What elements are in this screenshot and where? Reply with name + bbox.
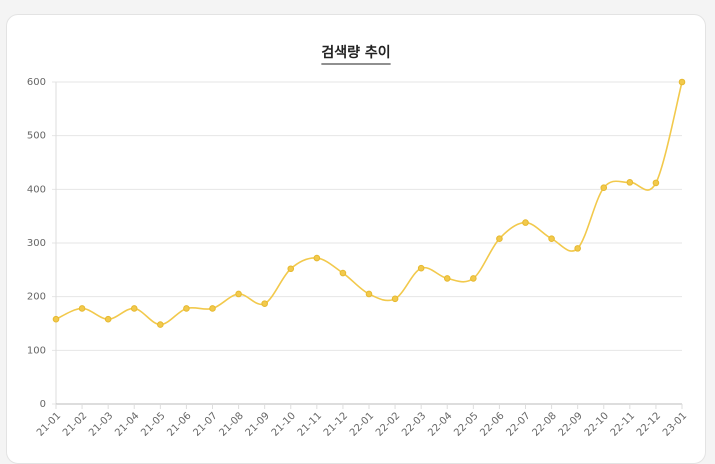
point (496, 235, 503, 243)
y-tick-label: 300 (27, 238, 46, 249)
point (678, 78, 686, 86)
x-tick-label: 21-01 (35, 410, 63, 438)
chart: 검색량 추이 010020030040050060021-0121-0221-0… (27, 44, 689, 439)
x-tick-label: 21-11 (296, 410, 324, 438)
x-tick-label: 22-05 (452, 410, 480, 438)
x-tick-label: 22-09 (557, 410, 585, 438)
point (104, 315, 112, 323)
x-tick-label: 22-06 (478, 410, 506, 438)
point (600, 184, 608, 192)
point (261, 300, 268, 307)
point (470, 275, 477, 282)
point (652, 179, 660, 187)
x-tick-label: 21-10 (270, 410, 298, 438)
point (339, 269, 347, 277)
point (52, 315, 60, 323)
x-tick-label: 22-03 (400, 410, 428, 438)
point (287, 265, 295, 273)
x-tick-label: 21-08 (217, 410, 245, 438)
point (443, 275, 451, 282)
x-tick-label: 21-04 (113, 410, 141, 438)
point (626, 179, 634, 186)
line (55, 81, 683, 326)
x-tick-label: 23-01 (661, 410, 689, 438)
x-tick-label: 22-07 (504, 410, 532, 438)
point (313, 254, 321, 262)
point (522, 219, 529, 226)
point (548, 235, 555, 243)
x-tick-label: 22-04 (426, 410, 454, 438)
x-tick-label: 21-03 (87, 410, 115, 438)
y-tick-label: 400 (27, 184, 46, 195)
x-tick-label: 21-06 (165, 410, 193, 438)
point (209, 305, 216, 312)
point (157, 321, 164, 328)
x-tick-label: 22-10 (583, 410, 611, 438)
chart-card (6, 14, 706, 464)
chart-title: 검색량 추이 (321, 44, 390, 61)
x-tick-label: 22-01 (348, 410, 376, 438)
x-tick-label: 22-12 (635, 410, 663, 438)
x-tick-label: 21-05 (139, 410, 167, 438)
y-tick-label: 200 (27, 292, 46, 303)
y-tick-label: 500 (27, 131, 46, 142)
y-tick-label: 100 (27, 345, 46, 356)
point (574, 245, 581, 252)
point (78, 305, 86, 312)
point (130, 305, 138, 312)
x-tick-label: 21-07 (191, 410, 219, 438)
x-tick-label: 21-12 (322, 410, 350, 438)
x-tick-label: 21-09 (244, 410, 272, 438)
y-tick-label: 0 (40, 399, 46, 410)
point (391, 295, 399, 303)
point (365, 290, 373, 298)
x-tick-label: 22-02 (374, 410, 402, 438)
point (183, 305, 190, 312)
x-tick-label: 21-02 (61, 410, 89, 438)
point (417, 264, 425, 272)
x-tick-label: 22-11 (609, 410, 637, 438)
point (235, 290, 242, 298)
x-tick-label: 22-08 (530, 410, 558, 438)
y-tick-label: 600 (27, 77, 46, 88)
